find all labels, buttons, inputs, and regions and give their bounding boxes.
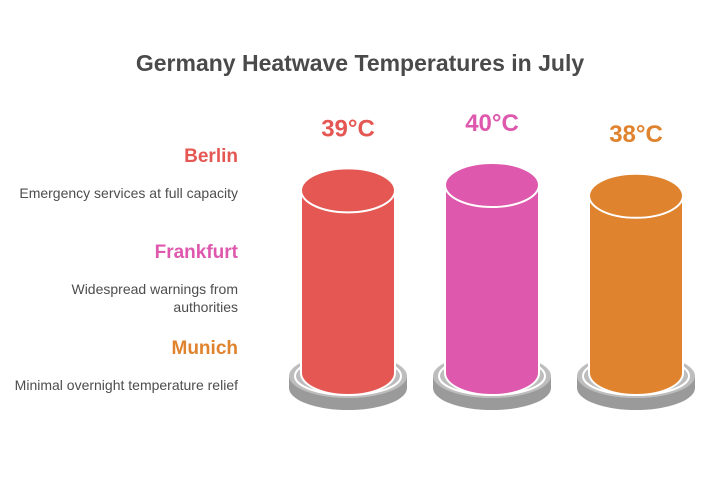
cylinder-top bbox=[588, 172, 684, 219]
legend-city-description: Emergency services at full capacity bbox=[19, 185, 238, 201]
legend-item-munich: Munich Minimal overnight temperature rel… bbox=[8, 338, 238, 394]
cylinder-body bbox=[588, 194, 684, 396]
data-label: 39°C bbox=[321, 115, 375, 142]
legend-city-name: Berlin bbox=[184, 146, 238, 167]
legend-city-name: Frankfurt bbox=[154, 242, 238, 263]
legend-city-description: Widespread warnings from authorities bbox=[71, 281, 238, 315]
cylinder-frankfurt: 40°C bbox=[433, 110, 551, 410]
cylinder-top bbox=[444, 162, 540, 208]
cylinder-body bbox=[300, 189, 396, 396]
cylinder-berlin: 39°C bbox=[289, 115, 407, 410]
legend-item-berlin: Berlin Emergency services at full capaci… bbox=[8, 146, 238, 202]
cylinder-munich: 38°C bbox=[577, 121, 695, 410]
data-label: 38°C bbox=[609, 121, 663, 148]
legend-city-name: Munich bbox=[171, 338, 239, 359]
legend-item-frankfurt: Frankfurt Widespread warnings from autho… bbox=[8, 242, 238, 316]
cylinder-top bbox=[300, 167, 396, 214]
legend-city-description: Minimal overnight temperature relief bbox=[14, 377, 238, 393]
data-label: 40°C bbox=[465, 110, 519, 137]
cylinder-body bbox=[444, 184, 540, 396]
chart-title: Germany Heatwave Temperatures in July bbox=[135, 50, 585, 76]
